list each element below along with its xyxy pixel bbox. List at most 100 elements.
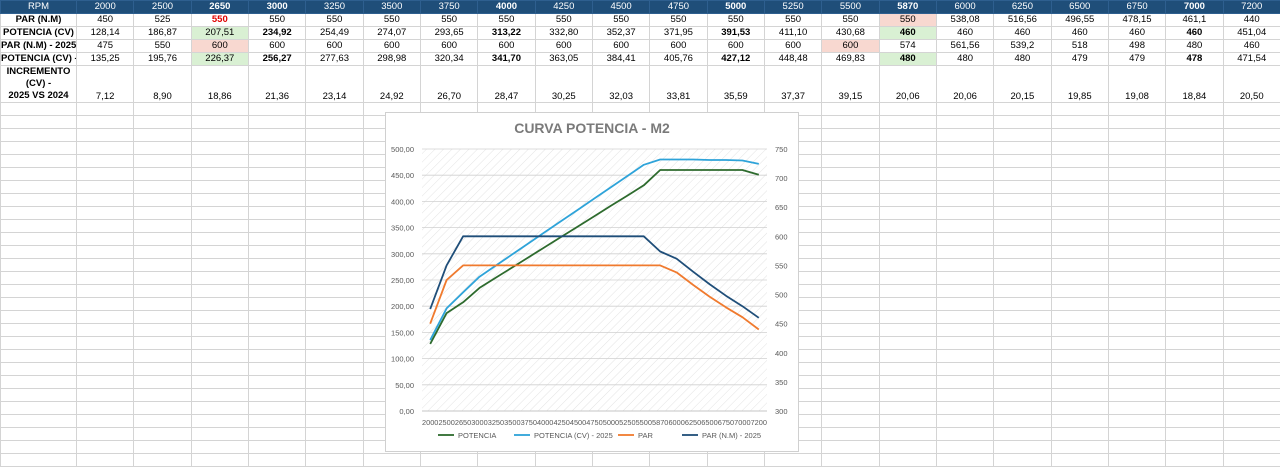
- empty-cell[interactable]: [134, 259, 191, 272]
- empty-cell[interactable]: [994, 272, 1051, 285]
- empty-cell[interactable]: [306, 337, 363, 350]
- empty-cell[interactable]: [1051, 298, 1108, 311]
- table-cell[interactable]: 479: [1051, 53, 1108, 66]
- rpm-header-cell[interactable]: 2000: [77, 1, 134, 14]
- table-cell[interactable]: 195,76: [134, 53, 191, 66]
- rpm-header-cell[interactable]: 3500: [363, 1, 420, 14]
- table-cell[interactable]: 480: [1166, 40, 1223, 53]
- table-cell[interactable]: 19,85: [1051, 66, 1108, 103]
- empty-cell[interactable]: [1166, 376, 1223, 389]
- table-cell[interactable]: 460: [994, 27, 1051, 40]
- empty-cell[interactable]: [1223, 168, 1280, 181]
- empty-cell[interactable]: [77, 311, 134, 324]
- empty-cell[interactable]: [134, 220, 191, 233]
- table-cell[interactable]: 448,48: [764, 53, 821, 66]
- empty-cell[interactable]: [191, 415, 248, 428]
- empty-cell[interactable]: [77, 116, 134, 129]
- empty-cell[interactable]: [77, 389, 134, 402]
- empty-cell[interactable]: [1223, 285, 1280, 298]
- empty-cell[interactable]: [248, 207, 305, 220]
- empty-cell[interactable]: [1166, 194, 1223, 207]
- empty-cell[interactable]: [191, 272, 248, 285]
- empty-cell[interactable]: [248, 194, 305, 207]
- empty-cell[interactable]: [879, 285, 936, 298]
- empty-cell[interactable]: [306, 389, 363, 402]
- empty-cell[interactable]: [191, 298, 248, 311]
- table-cell[interactable]: 20,15: [994, 66, 1051, 103]
- empty-cell[interactable]: [936, 220, 993, 233]
- table-cell[interactable]: 37,37: [764, 66, 821, 103]
- table-cell[interactable]: 600: [592, 40, 649, 53]
- empty-cell[interactable]: [77, 181, 134, 194]
- table-cell[interactable]: 550: [707, 14, 764, 27]
- empty-cell[interactable]: [936, 103, 993, 116]
- empty-cell[interactable]: [1, 389, 77, 402]
- empty-cell[interactable]: [77, 402, 134, 415]
- rpm-header-cell[interactable]: 5250: [764, 1, 821, 14]
- empty-cell[interactable]: [1, 376, 77, 389]
- empty-cell[interactable]: [1051, 246, 1108, 259]
- empty-cell[interactable]: [191, 311, 248, 324]
- empty-cell[interactable]: [707, 454, 764, 467]
- table-cell[interactable]: 277,63: [306, 53, 363, 66]
- empty-cell[interactable]: [1, 194, 77, 207]
- row-label[interactable]: INCREMENTO (CV) -2025 VS 2024: [1, 66, 77, 103]
- empty-cell[interactable]: [191, 376, 248, 389]
- empty-cell[interactable]: [879, 168, 936, 181]
- empty-cell[interactable]: [822, 259, 879, 272]
- empty-cell[interactable]: [1, 103, 77, 116]
- empty-cell[interactable]: [248, 402, 305, 415]
- empty-cell[interactable]: [1051, 220, 1108, 233]
- empty-cell[interactable]: [306, 311, 363, 324]
- empty-cell[interactable]: [191, 350, 248, 363]
- empty-cell[interactable]: [248, 415, 305, 428]
- empty-cell[interactable]: [77, 428, 134, 441]
- table-cell[interactable]: 539,2: [994, 40, 1051, 53]
- empty-cell[interactable]: [1108, 454, 1165, 467]
- empty-cell[interactable]: [1166, 272, 1223, 285]
- empty-cell[interactable]: [1108, 311, 1165, 324]
- empty-cell[interactable]: [77, 207, 134, 220]
- table-cell[interactable]: 256,27: [248, 53, 305, 66]
- empty-cell[interactable]: [994, 389, 1051, 402]
- table-cell[interactable]: 313,22: [478, 27, 535, 40]
- empty-cell[interactable]: [77, 324, 134, 337]
- table-cell[interactable]: 538,08: [936, 14, 993, 27]
- table-cell[interactable]: 600: [650, 40, 707, 53]
- empty-cell[interactable]: [1108, 337, 1165, 350]
- rpm-header-cell[interactable]: 4500: [592, 1, 649, 14]
- empty-cell[interactable]: [191, 181, 248, 194]
- table-cell[interactable]: 550: [650, 14, 707, 27]
- table-cell[interactable]: 23,14: [306, 66, 363, 103]
- empty-cell[interactable]: [822, 103, 879, 116]
- empty-cell[interactable]: [936, 337, 993, 350]
- table-cell[interactable]: 391,53: [707, 27, 764, 40]
- empty-cell[interactable]: [1108, 376, 1165, 389]
- empty-cell[interactable]: [994, 220, 1051, 233]
- empty-cell[interactable]: [1051, 428, 1108, 441]
- empty-cell[interactable]: [1108, 129, 1165, 142]
- empty-cell[interactable]: [936, 389, 993, 402]
- empty-cell[interactable]: [994, 168, 1051, 181]
- empty-cell[interactable]: [1, 415, 77, 428]
- empty-cell[interactable]: [1108, 168, 1165, 181]
- empty-cell[interactable]: [77, 285, 134, 298]
- empty-cell[interactable]: [994, 337, 1051, 350]
- empty-cell[interactable]: [306, 376, 363, 389]
- empty-cell[interactable]: [879, 402, 936, 415]
- empty-cell[interactable]: [134, 285, 191, 298]
- empty-cell[interactable]: [134, 324, 191, 337]
- empty-cell[interactable]: [306, 259, 363, 272]
- empty-cell[interactable]: [822, 402, 879, 415]
- empty-cell[interactable]: [1051, 155, 1108, 168]
- row-label[interactable]: POTENCIA (CV) - 2025: [1, 53, 77, 66]
- empty-cell[interactable]: [248, 389, 305, 402]
- empty-cell[interactable]: [134, 376, 191, 389]
- table-cell[interactable]: 550: [420, 14, 477, 27]
- empty-cell[interactable]: [191, 103, 248, 116]
- table-cell[interactable]: 600: [535, 40, 592, 53]
- empty-cell[interactable]: [1051, 207, 1108, 220]
- empty-cell[interactable]: [306, 129, 363, 142]
- table-cell[interactable]: 550: [592, 14, 649, 27]
